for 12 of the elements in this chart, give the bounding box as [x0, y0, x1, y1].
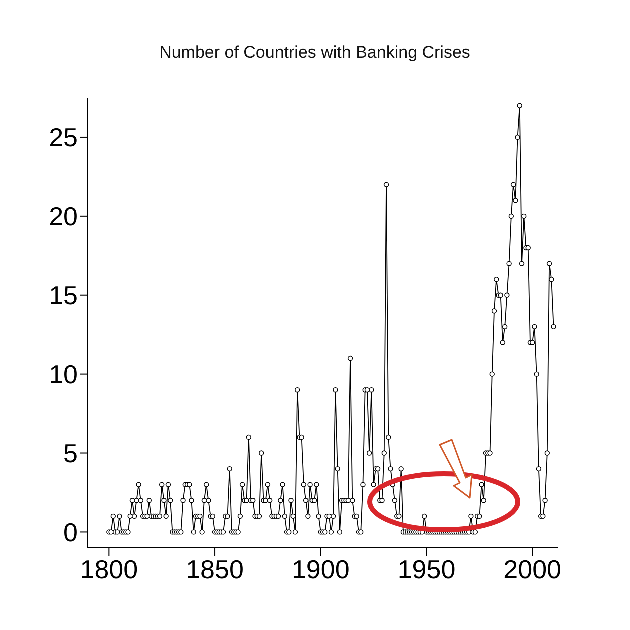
x-tick-label: 1950: [398, 554, 456, 584]
y-tick-label: 15: [49, 280, 78, 311]
y-tick-label: 10: [49, 360, 78, 390]
y-tick-label: 25: [49, 122, 78, 153]
x-tick-label: 1900: [292, 554, 350, 584]
y-tick-label: 0: [64, 517, 78, 548]
chart-title: Number of Countries with Banking Crises: [158, 43, 472, 63]
y-tick-label: 5: [64, 438, 78, 468]
x-tick-label: 1800: [80, 554, 138, 584]
x-tick-label: 1850: [186, 554, 244, 584]
y-tick-label: 20: [49, 202, 78, 232]
x-tick-label: 2000: [504, 554, 562, 584]
